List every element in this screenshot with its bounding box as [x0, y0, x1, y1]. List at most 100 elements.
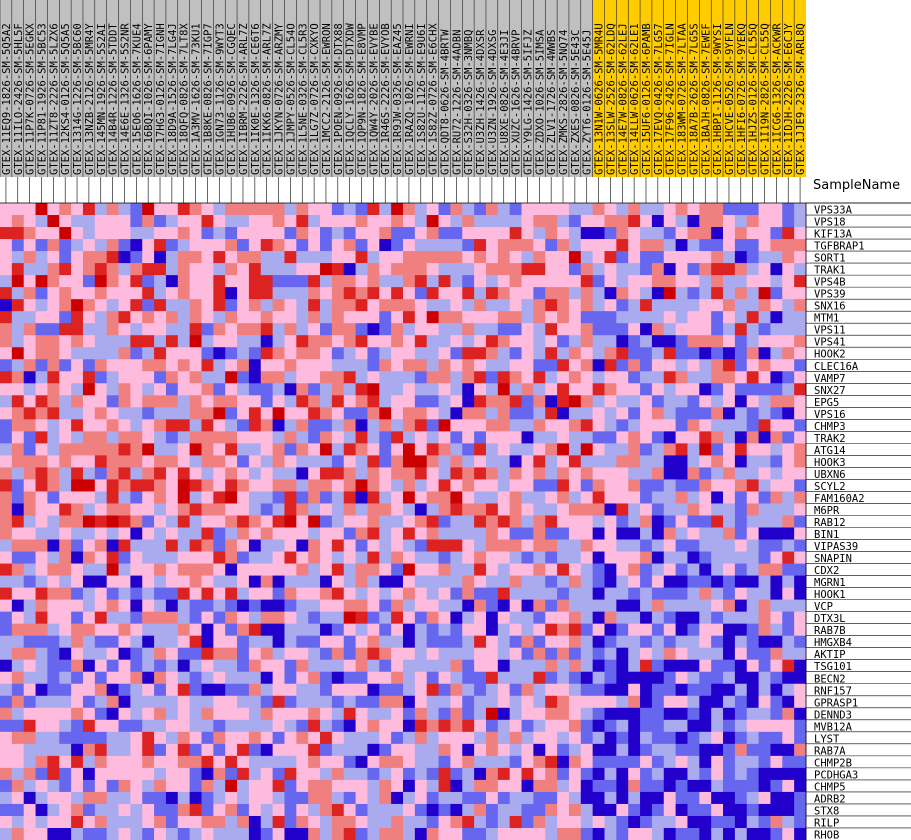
heatmap-cell [165, 587, 179, 601]
heatmap-cell [403, 695, 416, 709]
heatmap-cell [521, 287, 534, 300]
heatmap-cell [284, 803, 297, 817]
heatmap-cell [438, 815, 451, 829]
heatmap-cell [675, 827, 688, 840]
heatmap-cell [355, 395, 368, 408]
heatmap-cell [118, 815, 131, 829]
row-label: VPS18 [814, 217, 846, 229]
heatmap-cell [47, 563, 60, 576]
heatmap-cell [580, 719, 594, 733]
heatmap-cell [165, 251, 179, 264]
heatmap-cell [35, 647, 48, 661]
heatmap-cell [213, 827, 226, 840]
heatmap-cell [580, 779, 594, 793]
heatmap-cell [379, 767, 392, 781]
heatmap-cell [320, 203, 333, 216]
heatmap-cell [758, 383, 771, 396]
heatmap-cell [568, 563, 582, 576]
heatmap-cell [272, 563, 285, 576]
heatmap-cell [296, 395, 309, 408]
heatmap-cell [177, 599, 191, 613]
heatmap-cell [213, 491, 226, 504]
heatmap-cell [165, 323, 179, 336]
heatmap-cell [746, 539, 759, 552]
heatmap-cell [71, 251, 84, 264]
heatmap-cell [213, 755, 226, 769]
heatmap-cell [545, 215, 558, 228]
heatmap-cell [130, 779, 143, 793]
heatmap-cell [616, 599, 629, 613]
row-label: AKTIP [814, 649, 846, 661]
heatmap-cell [248, 455, 262, 468]
heatmap-cell [296, 599, 309, 613]
column-header-cell [272, 0, 285, 177]
heatmap-cell [450, 407, 463, 420]
heatmap-cell [165, 563, 179, 576]
heatmap-cell [616, 779, 629, 793]
heatmap-cell [142, 635, 155, 649]
heatmap-cell [782, 431, 795, 444]
heatmap-cell [355, 323, 368, 336]
heatmap-cell [403, 815, 416, 829]
heatmap-cell [320, 359, 333, 372]
heatmap-cell [509, 215, 522, 228]
heatmap-cell [521, 431, 534, 444]
heatmap-cell [711, 347, 724, 360]
heatmap-cell [521, 359, 534, 372]
heatmap-cell [403, 803, 416, 817]
heatmap-cell [545, 707, 558, 721]
heatmap-cell [308, 743, 321, 757]
heatmap-cell [59, 203, 72, 216]
heatmap-cell [213, 815, 226, 829]
heatmap-cell [367, 287, 380, 300]
heatmap-cell [734, 707, 748, 721]
heatmap-cell [367, 695, 380, 709]
heatmap-cell [260, 347, 274, 360]
heatmap-cell [616, 563, 629, 576]
heatmap-cell [237, 239, 250, 252]
heatmap-cell [130, 719, 143, 733]
heatmap-cell [533, 335, 546, 348]
heatmap-cell [604, 443, 617, 456]
heatmap-cell [616, 755, 629, 769]
heatmap-cell [545, 287, 558, 300]
heatmap-cell [47, 347, 60, 360]
heatmap-cell [225, 563, 238, 576]
heatmap-cell [142, 599, 155, 613]
heatmap-cell [580, 251, 594, 264]
heatmap-cell [82, 755, 96, 769]
heatmap-cell [651, 623, 665, 637]
heatmap-cell [296, 671, 309, 685]
heatmap-cell [711, 623, 724, 637]
heatmap-cell [604, 779, 617, 793]
heatmap-cell [450, 683, 463, 697]
heatmap-cell [130, 419, 143, 432]
heatmap-cell [794, 779, 807, 793]
heatmap-cell [426, 383, 439, 396]
heatmap-cell [521, 455, 534, 468]
heatmap-cell [426, 491, 439, 504]
heatmap-cell [11, 347, 25, 360]
heatmap-cell [47, 551, 60, 564]
heatmap-cell [450, 575, 463, 589]
heatmap-cell [568, 503, 582, 516]
heatmap-cell [225, 527, 238, 540]
heatmap-cell [106, 815, 119, 829]
heatmap-cell [580, 659, 594, 673]
heatmap-cell [699, 359, 712, 372]
column-header-cell [485, 0, 498, 177]
heatmap-cell [142, 371, 155, 384]
heatmap-cell [533, 503, 546, 516]
heatmap-cell [320, 251, 333, 264]
heatmap-cell [367, 419, 380, 432]
heatmap-cell [758, 587, 771, 601]
heatmap-cell [568, 215, 582, 228]
heatmap-cell [82, 239, 96, 252]
heatmap-cell [545, 695, 558, 709]
heatmap-cell [343, 527, 356, 540]
column-label: GTEX-1QW4Y-2026-SM-EVYBE [368, 23, 380, 175]
heatmap-cell [640, 575, 653, 589]
heatmap-cell [474, 647, 487, 661]
heatmap-cell [640, 287, 653, 300]
heatmap-cell [23, 539, 36, 552]
